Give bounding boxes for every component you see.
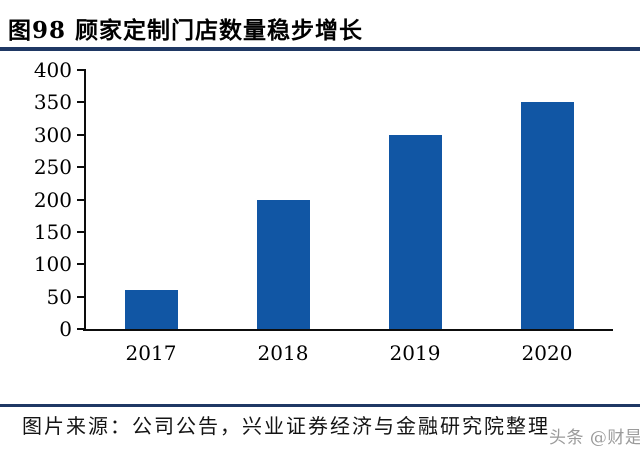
figure-title: 图98 顾家定制门店数量稳步增长 [8,17,364,44]
x-tick-label: 2018 [257,341,309,365]
y-tick-mark [77,295,85,298]
watermark: 头条 @财是 [549,428,640,448]
source-note: 图片来源：公司公告，兴业证券经济与金融研究院整理 [22,414,550,438]
bar-2018 [256,199,310,329]
y-tick-label: 350 [33,90,72,115]
y-tick-label: 400 [33,58,72,82]
y-tick-mark [77,166,85,169]
y-tick-label: 200 [33,187,72,212]
bar-2020 [520,102,574,329]
y-tick-mark [77,69,85,71]
x-tick-label: 2017 [125,341,177,365]
x-tick-label: 2020 [521,341,573,365]
y-tick-label: 100 [33,252,72,277]
footer-divider [0,404,640,407]
y-tick-mark [77,230,85,233]
y-tick-mark [77,101,85,104]
x-tick-label: 2019 [389,341,441,365]
title-divider [0,47,640,51]
bar-2019 [388,134,442,329]
y-tick-label: 50 [46,284,72,309]
x-axis-line [83,329,613,331]
y-tick-mark [77,198,85,201]
bar-2017 [124,290,178,329]
bar-chart: 0 50 100 150 200 250 300 350 400 2017 2018 2019 202… [0,56,640,396]
y-tick-mark [77,133,85,136]
y-tick-mark [77,328,85,330]
y-tick-label: 0 [59,317,72,341]
y-tick-label: 250 [33,155,72,180]
y-axis-line [84,69,86,331]
y-tick-label: 150 [33,219,72,244]
y-tick-label: 300 [33,122,72,147]
y-tick-mark [77,263,85,266]
